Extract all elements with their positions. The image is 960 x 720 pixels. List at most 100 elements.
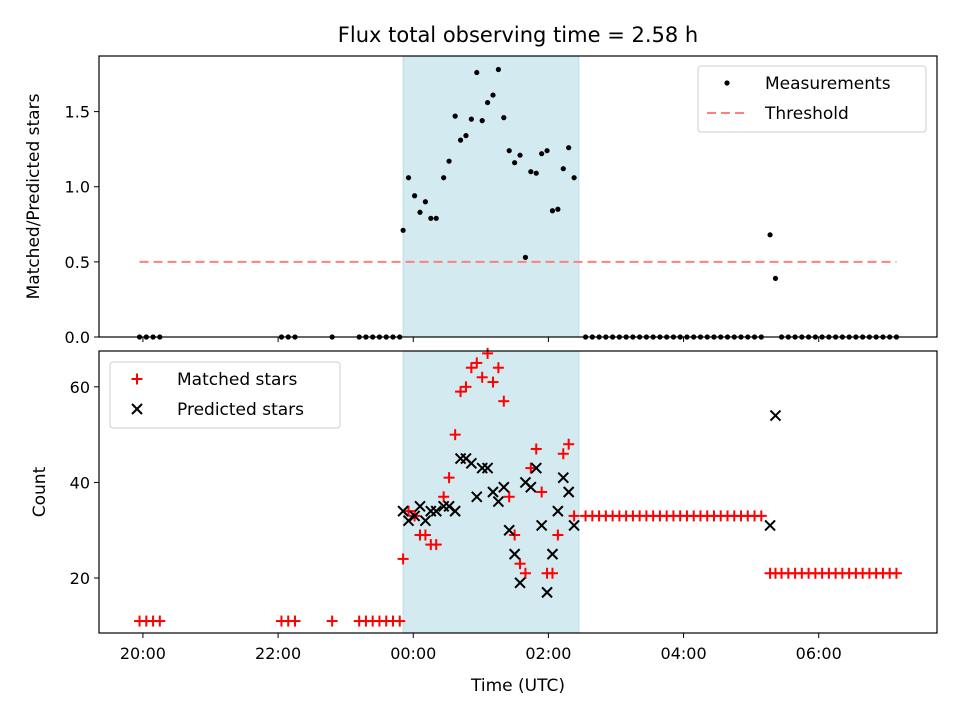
observing-window-shade [402,55,580,338]
matched-stars-point [449,429,461,441]
measurement-point [474,69,480,76]
matched-stars-point [514,558,526,570]
measurement-point [422,199,429,205]
y-axis-label: Count [30,466,50,517]
matched-stars-point [487,376,499,388]
matched-stars-point [530,443,542,455]
predicted-stars-point [508,548,521,560]
y-tick-label: 60 [70,378,90,397]
predicted-stars-point [492,495,505,508]
matched-stars-point [443,472,455,484]
predicted-stars-point [481,462,494,474]
matched-stars-point [552,529,564,541]
measurement-point [468,116,474,122]
chart-title: Flux total observing time = 2.58 h [338,23,698,47]
measurement-point [412,193,418,199]
axes-frame [98,350,938,634]
y-tick-label: 1.5 [65,103,90,122]
measurement-point [506,148,512,154]
matched-stars-point [498,395,510,407]
series-predicted-stars [397,409,782,599]
measurement-point [512,160,518,166]
predicted-stars-point [408,510,421,522]
matched-stars-point [403,505,415,517]
ratio-panel: 0.0 0.5 1.0 1.5 Matched/Predicted stars Measu… [24,55,938,347]
matched-stars-point [503,491,515,503]
measurement-point [501,115,507,121]
x-tick-label: 04:00 [661,644,707,663]
x-tick-label: 06:00 [796,644,842,663]
predicted-stars-point [568,519,580,532]
predicted-stars-point [498,481,510,493]
matched-stars-point [438,491,450,503]
matched-stars-point [890,567,902,579]
legend-label: Measurements [765,74,891,94]
y-tick-label: 20 [70,569,90,588]
y-tick-label: 0.5 [65,253,90,272]
matched-stars-point [568,510,580,522]
matched-stars-point [755,510,767,522]
predicted-stars-point [541,586,553,599]
x-tick-label: 02:00 [525,644,571,663]
measurement-point [549,208,556,214]
measurement-point [544,148,550,154]
legend-box [697,65,927,133]
predicted-stars-point [535,519,548,532]
predicted-stars-point [397,505,409,517]
x-tick-label: 00:00 [390,644,436,663]
matched-stars-point [455,386,467,398]
matched-stars-point [536,486,548,498]
matched-stars-point [430,539,442,551]
predicted-stars-point [562,486,575,498]
y-axis-label: Matched/Predicted stars [24,93,44,299]
measurement-point [452,113,458,119]
measurement-point [517,152,523,158]
measurement-point [441,175,447,181]
measurement-point [428,215,434,221]
predicted-stars-point [471,491,483,503]
predicted-stars-point [514,577,526,589]
predicted-stars-point [769,409,782,422]
predicted-stars-point [419,514,432,527]
matched-stars-point [397,553,409,565]
matched-stars-point [460,381,472,393]
count-panel: 20 40 60 20:00 22:00 00:00 02:00 04:00 06:00 Coun… [30,347,938,663]
x-tick-label: 20:00 [120,644,166,663]
measurement-point [767,232,773,238]
predicted-stars-point [503,524,515,536]
x-tick-label: 22:00 [255,644,301,663]
predicted-stars-point [557,471,569,484]
x-axis-label: Time (UTC) [470,676,565,696]
legend-label: Matched stars [177,370,297,390]
matched-stars-point [519,567,531,579]
measurement-point [566,145,572,151]
matched-stars-point [509,529,521,541]
legend-measurement-swatch [724,80,730,86]
matched-stars-point [546,567,558,579]
series-matched-stars [134,347,902,627]
measurement-point [479,118,485,124]
measurement-point [560,166,566,172]
legend-label: Predicted stars [177,400,304,420]
predicted-stars-point [764,519,776,532]
measurement-point [417,209,423,215]
matched-stars-point [419,529,431,541]
matched-stars-point [326,615,338,627]
predicted-stars-point [487,486,499,498]
measurement-point [400,227,406,233]
matched-stars-point [482,347,494,359]
matched-stars-point [465,362,477,374]
measurement-point [405,175,412,181]
matched-stars-point [289,615,301,627]
measurement-point [772,275,779,281]
measurement-point [484,99,491,106]
predicted-stars-point [465,457,478,470]
measurement-point [463,133,469,139]
y-tick-label: 40 [70,473,90,492]
measurement-point [539,151,545,157]
matched-stars-point [525,462,537,474]
predicted-stars-point [449,505,461,517]
measurement-point [522,254,529,260]
measurement-point [495,66,502,73]
axes-frame [98,55,938,338]
